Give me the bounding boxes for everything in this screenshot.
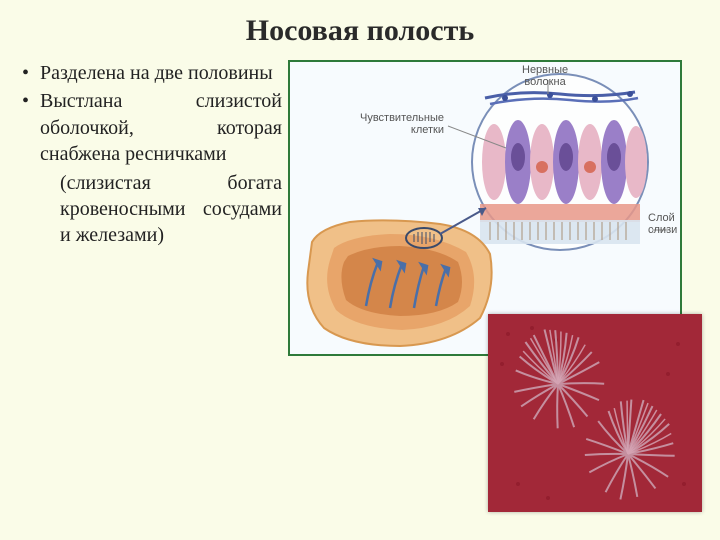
bullet-list: Разделена на две половины Выстлана слизи… [18, 60, 282, 168]
content-row: Разделена на две половины Выстлана слизи… [0, 60, 720, 356]
text-column: Разделена на две половины Выстлана слизи… [18, 60, 288, 356]
label-sensory-cells: Чувствительныеклетки [360, 112, 444, 136]
cilia-svg [488, 314, 702, 512]
bullet-item: Разделена на две половины [18, 60, 282, 86]
cilia-microscopy [488, 314, 702, 512]
label-nerve-fibers: Нервныеволокна [522, 64, 568, 88]
slide-title: Носовая полость [0, 0, 720, 60]
diagram-svg [290, 62, 682, 356]
label-mucus-layer: Слойслизи [648, 212, 677, 236]
nasal-diagram: Нервныеволокна Чувствительныеклетки Слой… [288, 60, 682, 356]
image-column: Нервныеволокна Чувствительныеклетки Слой… [288, 60, 686, 356]
paren-note: (слизистая богата кровеносными сосудами … [18, 170, 282, 249]
bullet-item: Выстлана слизистой оболочкой, которая сн… [18, 88, 282, 167]
